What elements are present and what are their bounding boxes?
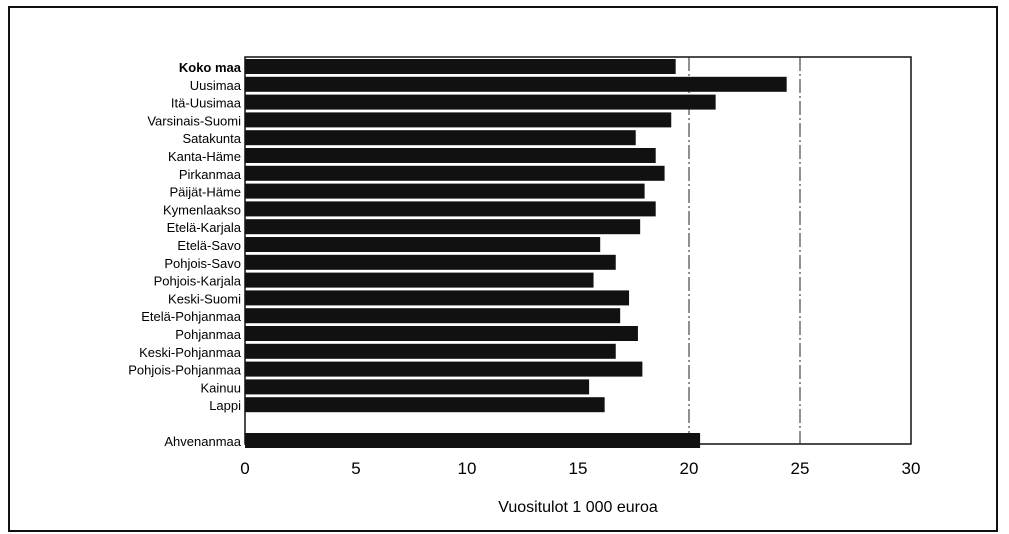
x-tick-label: 20 xyxy=(680,459,699,478)
bar xyxy=(245,165,665,181)
bar-layer xyxy=(245,59,787,448)
category-label: Etelä-Savo xyxy=(177,238,241,253)
category-label: Etelä-Pohjanmaa xyxy=(141,309,241,324)
category-label: Itä-Uusimaa xyxy=(171,96,242,111)
bar xyxy=(245,272,594,288)
category-label: Kainuu xyxy=(201,380,241,395)
x-tick-label: 0 xyxy=(240,459,249,478)
category-label: Pirkanmaa xyxy=(179,167,242,182)
bar xyxy=(245,379,590,395)
bar xyxy=(245,254,616,270)
category-label: Päijät-Häme xyxy=(169,185,241,200)
bar xyxy=(245,290,630,306)
x-axis-title: Vuositulot 1 000 euroa xyxy=(498,499,658,516)
category-label: Pohjois-Karjala xyxy=(154,274,242,289)
bar xyxy=(245,326,638,341)
category-label: Uusimaa xyxy=(190,78,242,93)
bar xyxy=(245,219,641,235)
x-tick-label: 5 xyxy=(351,459,360,478)
category-label: Koko maa xyxy=(179,60,242,75)
bar xyxy=(245,59,676,74)
x-tick-label: 30 xyxy=(902,459,921,478)
bar xyxy=(245,201,656,217)
category-label-layer: Koko maa Uusimaa Itä-Uusimaa Varsinais-Suom… xyxy=(128,60,242,449)
x-tick-label: 15 xyxy=(569,459,588,478)
bar xyxy=(245,94,716,110)
category-label: Kymenlaakso xyxy=(163,202,241,217)
bar xyxy=(245,361,643,377)
category-label: Kanta-Häme xyxy=(168,149,241,164)
category-label: Etelä-Karjala xyxy=(167,220,242,235)
bar xyxy=(245,148,656,163)
category-label: Varsinais-Suomi xyxy=(147,113,241,128)
bar xyxy=(245,343,616,359)
bar xyxy=(245,433,701,448)
x-tick-label: 25 xyxy=(791,459,810,478)
category-label: Lappi xyxy=(209,398,241,413)
bar xyxy=(245,130,636,146)
bar xyxy=(245,397,605,413)
category-label: Pohjois-Savo xyxy=(164,256,241,271)
bar xyxy=(245,76,787,92)
x-tick-label: 10 xyxy=(458,459,477,478)
category-label: Keski-Pohjanmaa xyxy=(139,345,242,360)
bar xyxy=(245,308,621,324)
tick-label-layer: 0 5 10 15 20 25 30 xyxy=(240,459,920,478)
category-label: Pohjois-Pohjanmaa xyxy=(128,363,242,378)
category-label: Keski-Suomi xyxy=(168,291,241,306)
bar xyxy=(245,112,672,128)
category-label: Ahvenanmaa xyxy=(164,434,241,449)
category-label: Pohjanmaa xyxy=(175,327,242,342)
bar xyxy=(245,237,601,252)
category-label: Satakunta xyxy=(182,131,241,146)
bar xyxy=(245,183,645,199)
